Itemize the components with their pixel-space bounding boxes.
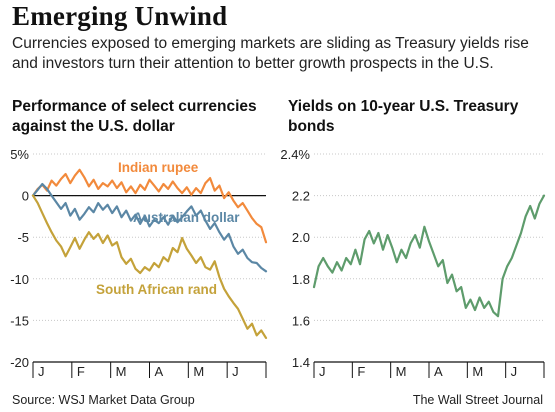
right-x-tick-label: A [434,364,443,379]
right-x-tick-label: J [511,364,517,379]
left-y-tick-label: -10 [10,272,29,287]
left-y-tick-label: 0 [22,189,29,204]
left-x-tick-label: F [77,364,85,379]
left-y-tick-label: -20 [10,355,29,370]
left-x-tick-label: J [232,364,239,379]
right-y-tick-label: 1.6 [292,313,310,328]
right-x-tick-label: M [396,364,407,379]
right-x-tick-label: F [357,364,365,379]
right-y-tick-label: 2.4% [280,147,310,162]
series-label-aud: Australian dollar [133,210,240,225]
series-label-rand: South African rand [96,282,217,297]
left-series-line-1 [31,182,268,273]
right-y-tick-label: 1.4 [292,355,310,370]
series-label-rupee: Indian rupee [118,160,199,175]
right-y-tick-label: 1.8 [292,272,310,287]
left-grid: 5% 0 -5 -10 -15 -20 J F M A M J [10,147,267,379]
left-x-tick-label: J [38,364,45,379]
left-y-tick-label: -15 [10,313,29,328]
right-grid: 2.4% 2.2 2.0 1.8 1.6 1.4 J F M A M J [280,147,545,379]
left-y-tick-label: -5 [17,230,29,245]
right-panel-title: Yields on 10-year U.S. Treasury bonds [288,98,519,135]
left-x-tick-label: M [193,364,204,379]
left-panel-title: Performance of select currencies against… [12,98,257,135]
right-x-tick-label: J [319,364,326,379]
left-plot [31,168,268,339]
chart-subtitle: Currencies exposed to emerging markets a… [12,35,529,72]
left-x-tick-label: M [116,364,127,379]
right-series-line-0 [312,194,546,318]
left-y-tick-label: 5% [10,147,29,162]
right-y-tick-label: 2.2 [292,189,310,204]
right-y-tick-label: 2.0 [292,230,310,245]
source-note: Source: WSJ Market Data Group [12,393,195,407]
left-series-line-2 [31,194,268,339]
credit-note: The Wall Street Journal [412,393,543,407]
right-x-tick-label: M [472,364,483,379]
left-x-tick-label: A [155,364,164,379]
chart-title: Emerging Unwind [12,1,228,31]
right-plot [312,194,546,318]
left-series-line-0 [31,168,268,244]
